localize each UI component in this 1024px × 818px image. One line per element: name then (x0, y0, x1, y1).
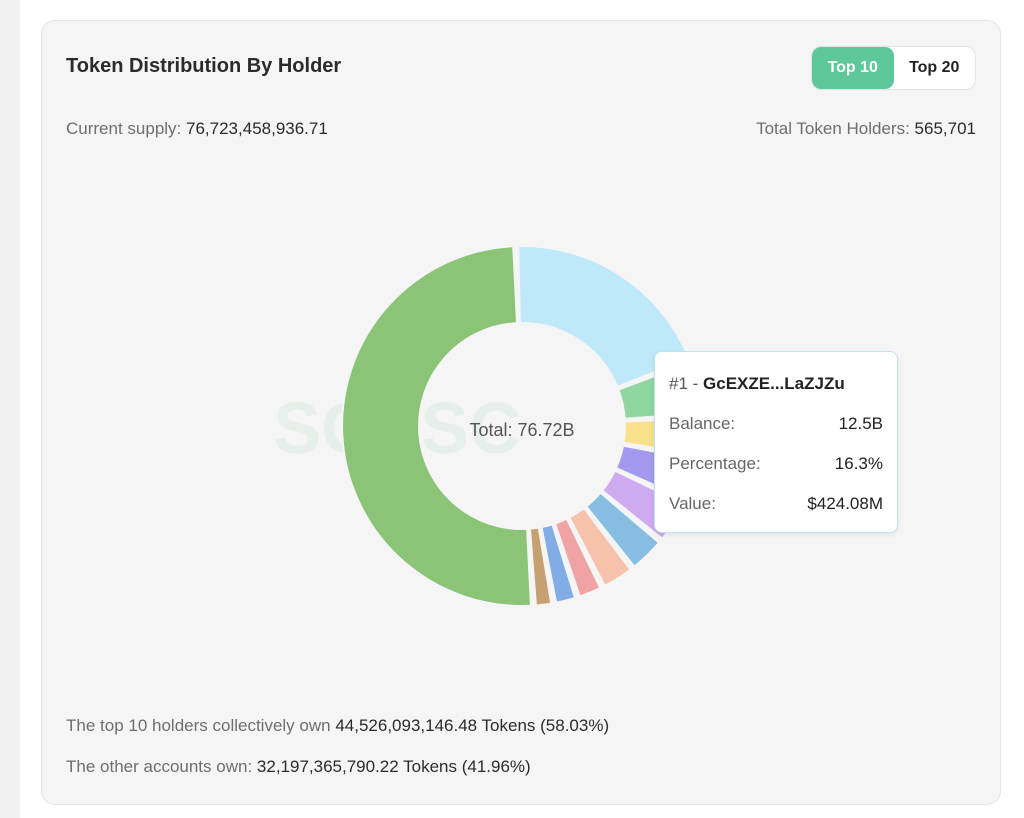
tooltip-value-label: Value: (669, 494, 716, 513)
card-title: Token Distribution By Holder (66, 55, 342, 77)
other-accounts-summary-value: 32,197,365,790.22 Tokens (41.96%) (256, 757, 531, 776)
top-holders-summary-label: The top 10 holders collectively own (66, 716, 331, 735)
tooltip-address: GcEXZE...LaZJZu (703, 374, 845, 393)
current-supply: Current supply: 76,723,458,936.71 (66, 119, 328, 139)
tooltip-rank: #1 - (669, 374, 699, 393)
tooltip-percentage-value: 16.3% (834, 454, 883, 473)
holder-tooltip: #1 - GcEXZE...LaZJZu Balance: 12.5B Perc… (654, 351, 898, 533)
donut-center-label: Total: 76.72B (469, 420, 574, 440)
donut-slice-11[interactable] (340, 245, 532, 607)
tooltip-value-value: $424.08M (807, 494, 883, 513)
tooltip-balance-row: Balance: 12.5B (669, 414, 883, 434)
token-distribution-card: Token Distribution By Holder Top 10 Top … (41, 20, 1001, 805)
top-10-button[interactable]: Top 10 (812, 47, 894, 89)
total-holders-value: 565,701 (914, 119, 976, 138)
page-left-edge (0, 0, 20, 818)
current-supply-label: Current supply: (66, 119, 182, 138)
other-accounts-summary: The other accounts own: 32,197,365,790.2… (66, 757, 531, 777)
total-holders: Total Token Holders: 565,701 (756, 119, 976, 139)
donut-slice-8[interactable] (554, 517, 602, 598)
top-20-button[interactable]: Top 20 (909, 59, 960, 76)
donut-slice-7[interactable] (568, 507, 632, 587)
top-holders-summary: The top 10 holders collectively own 44,5… (66, 716, 609, 736)
tooltip-header: #1 - GcEXZE...LaZJZu (669, 374, 845, 394)
other-accounts-summary-label: The other accounts own: (66, 757, 253, 776)
tooltip-balance-label: Balance: (669, 414, 736, 433)
donut-slice-10[interactable] (528, 526, 553, 607)
donut-slice-6[interactable] (585, 491, 661, 568)
tooltip-value-row: Value: $424.08M (669, 494, 883, 514)
current-supply-value: 76,723,458,936.71 (186, 119, 328, 138)
tooltip-balance-value: 12.5B (838, 414, 883, 433)
donut-slice-9[interactable] (540, 523, 577, 604)
tooltip-percentage-row: Percentage: 16.3% (669, 454, 883, 474)
top-n-toggle: Top 10 Top 20 (811, 46, 976, 90)
top-holders-summary-value: 44,526,093,146.48 Tokens (58.03%) (335, 716, 610, 735)
total-holders-label: Total Token Holders: (756, 119, 910, 138)
tooltip-percentage-label: Percentage: (669, 454, 761, 473)
